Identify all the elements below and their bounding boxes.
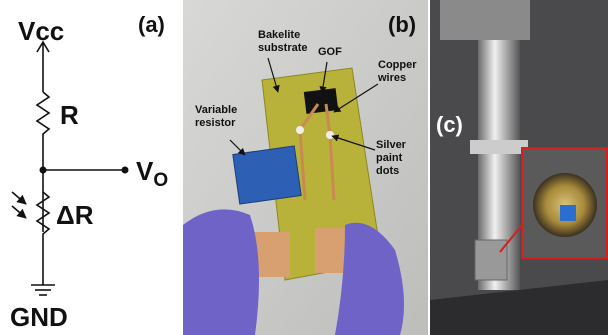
node	[40, 167, 47, 174]
panel-c: (c)	[430, 0, 608, 335]
annotation-line: resistor	[195, 117, 236, 129]
light-arrow	[12, 192, 26, 204]
silver-dot	[296, 126, 304, 134]
vcc-label: Vcc	[18, 16, 64, 46]
annotation-line: substrate	[258, 42, 308, 54]
delta-r-label: ΔR	[56, 200, 94, 230]
annotation: GOF	[318, 46, 342, 58]
holder	[475, 240, 507, 280]
light-arrow	[12, 206, 26, 218]
node	[122, 167, 129, 174]
vo-sub: O	[153, 170, 168, 191]
page: Vcc (a) R VO ΔR GND (b) Bakelitesubstrat…	[0, 0, 608, 335]
r-label: R	[60, 100, 79, 130]
vo-main: V	[136, 156, 154, 186]
vo-label: VO	[136, 156, 168, 191]
annotation-line: wires	[377, 72, 406, 84]
gof	[304, 88, 338, 114]
flange	[440, 0, 530, 40]
annotation-line: Copper	[378, 59, 417, 71]
annotation-line: Silver	[376, 139, 407, 151]
variable-resistor	[233, 146, 301, 204]
sensor	[560, 205, 576, 221]
gnd-label: GND	[10, 302, 68, 332]
collar	[470, 140, 528, 154]
silver-dot	[326, 131, 334, 139]
panel-label: (b)	[388, 12, 416, 37]
annotation-line: paint	[376, 152, 403, 164]
figure: Vcc (a) R VO ΔR GND (b) Bakelitesubstrat…	[0, 0, 608, 335]
panel-label: (c)	[436, 112, 463, 137]
annotation-line: Bakelite	[258, 29, 300, 41]
panel-a	[12, 42, 125, 295]
annotation-line: GOF	[318, 46, 342, 58]
annotation-line: dots	[376, 165, 399, 177]
panel-label: (a)	[138, 12, 165, 37]
glove	[183, 209, 259, 335]
annotation-line: Variable	[195, 104, 237, 116]
